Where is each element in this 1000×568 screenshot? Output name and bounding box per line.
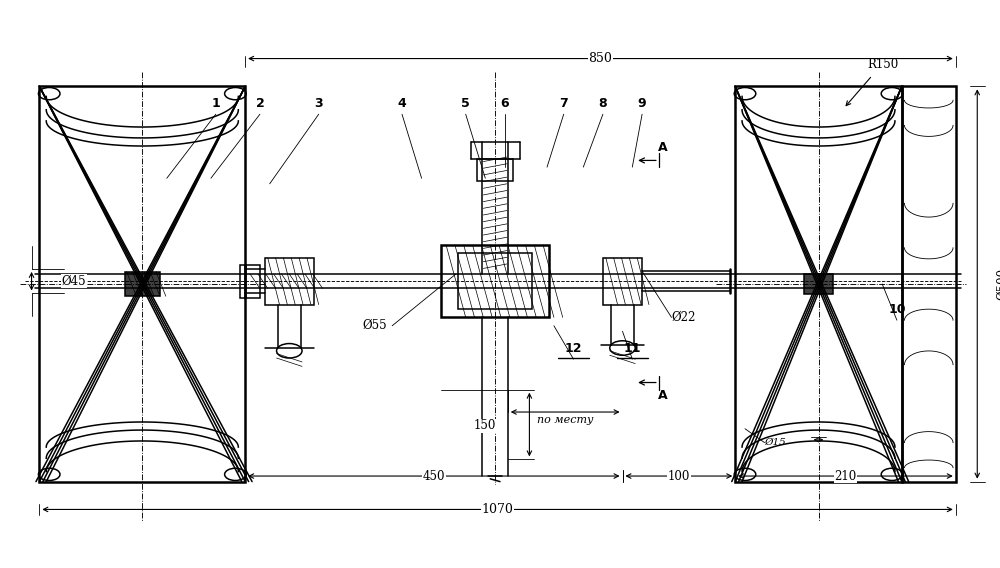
Bar bbox=[477, 158, 513, 181]
Bar bbox=[240, 265, 260, 298]
Text: 150: 150 bbox=[474, 419, 496, 432]
Text: 2: 2 bbox=[256, 97, 264, 110]
Bar bbox=[804, 274, 833, 294]
Bar bbox=[458, 253, 532, 309]
Text: Ø55: Ø55 bbox=[363, 319, 387, 332]
Text: 1070: 1070 bbox=[482, 503, 513, 516]
Text: 10: 10 bbox=[888, 303, 906, 316]
Text: 4: 4 bbox=[398, 97, 406, 110]
Text: A: A bbox=[658, 389, 667, 402]
Text: 1: 1 bbox=[211, 97, 220, 110]
Bar bbox=[39, 86, 245, 482]
Text: Ø45: Ø45 bbox=[61, 275, 86, 288]
Text: 7: 7 bbox=[559, 97, 568, 110]
Text: 5: 5 bbox=[461, 97, 470, 110]
Bar bbox=[125, 272, 160, 296]
Text: Ø500: Ø500 bbox=[996, 268, 1000, 300]
Text: 850: 850 bbox=[589, 52, 612, 65]
Text: 210: 210 bbox=[834, 470, 857, 483]
Bar bbox=[902, 86, 956, 482]
Bar bbox=[441, 245, 549, 318]
Text: 3: 3 bbox=[314, 97, 323, 110]
Text: по месту: по месту bbox=[537, 415, 593, 425]
Text: 100: 100 bbox=[668, 470, 690, 483]
Text: R150: R150 bbox=[868, 57, 899, 70]
Text: 11: 11 bbox=[624, 341, 641, 354]
Text: 450: 450 bbox=[423, 470, 445, 483]
Bar bbox=[735, 86, 902, 482]
Text: A: A bbox=[658, 141, 667, 154]
Bar bbox=[603, 258, 642, 304]
Text: 12: 12 bbox=[565, 341, 582, 354]
Text: Ø15: Ø15 bbox=[765, 438, 786, 447]
Text: 9: 9 bbox=[638, 97, 646, 110]
Text: 6: 6 bbox=[501, 97, 509, 110]
Text: 8: 8 bbox=[599, 97, 607, 110]
Bar bbox=[265, 258, 314, 304]
Text: Ø22: Ø22 bbox=[672, 311, 696, 324]
